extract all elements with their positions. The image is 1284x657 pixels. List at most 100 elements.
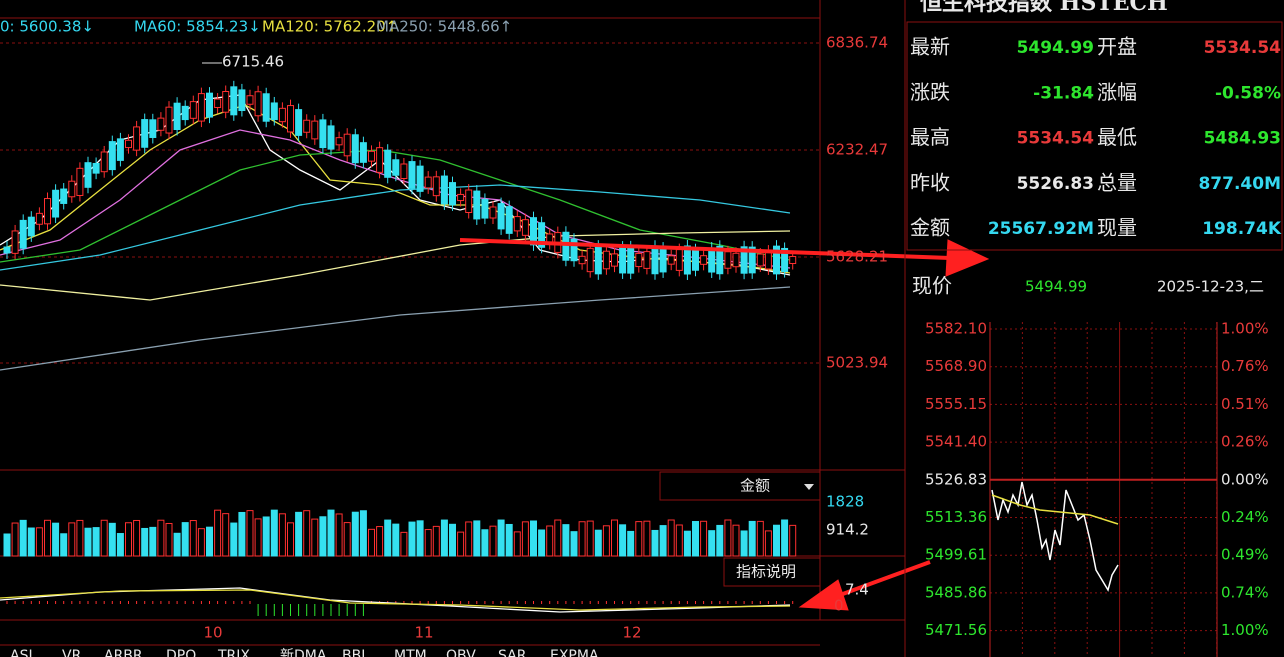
volume-bar: [319, 516, 327, 557]
price-axis-label: 5628.21: [826, 248, 888, 266]
volume-bar: [619, 524, 627, 557]
volume-bar: [44, 519, 51, 557]
field-value: -31.84: [1033, 83, 1094, 103]
dropdown-icon[interactable]: [804, 484, 814, 490]
volume-bar: [125, 522, 132, 557]
candle-body: [278, 107, 286, 123]
indicator-tab[interactable]: EXPMA: [550, 648, 599, 657]
volume-bar: [214, 509, 222, 557]
indicator-tab[interactable]: OBV: [446, 648, 476, 657]
volume-bar: [52, 522, 60, 557]
volume-bars: [3, 509, 797, 616]
intraday-price-label: 5485.86: [925, 583, 987, 601]
volume-bar: [700, 520, 708, 557]
volume-bar: [473, 520, 481, 557]
candle-body: [651, 245, 659, 275]
candle-body: [189, 101, 197, 119]
candle-body: [773, 245, 780, 275]
intraday-price-label: 5582.10: [925, 320, 987, 338]
indicator-tab[interactable]: MTM: [394, 648, 427, 657]
candle-body: [619, 246, 627, 274]
volume-bar: [35, 527, 43, 557]
volume-bar: [530, 520, 537, 557]
candle-body: [740, 246, 748, 274]
panel-title: 恒生科技指数 HSTECH: [920, 0, 1168, 16]
volume-bar: [513, 531, 521, 557]
candle-body: [11, 230, 19, 254]
volume-bar: [440, 519, 448, 557]
volume-bar: [449, 523, 456, 557]
date: 2025-12-23,二: [1157, 278, 1264, 296]
x-label: 12: [622, 624, 641, 642]
candle-body: [27, 216, 35, 237]
indicator-tab[interactable]: ASI: [10, 648, 33, 657]
candle-body: [165, 106, 173, 134]
indicator-tab[interactable]: ARBR: [104, 648, 143, 657]
candle-body: [789, 255, 797, 265]
field-value: 5534.54: [1017, 129, 1095, 149]
volume-bar: [60, 533, 68, 557]
field-value: 5484.93: [1204, 129, 1281, 149]
volume-bar: [724, 519, 732, 557]
volume-bar: [189, 520, 197, 557]
indicator-tab[interactable]: BBI: [342, 648, 365, 657]
volume-bar: [708, 530, 716, 557]
candle-body: [635, 252, 643, 268]
volume-bar: [181, 522, 189, 557]
volume-bar: [789, 524, 797, 557]
candle-body: [100, 151, 108, 173]
candle-body: [311, 120, 319, 140]
indicator-tab[interactable]: SAR: [498, 648, 527, 657]
field-label: 开盘: [1097, 35, 1137, 59]
volume-bar: [165, 522, 173, 557]
candle-body: [197, 93, 205, 122]
candle-body: [497, 203, 505, 230]
price-axis-label: 6232.47: [826, 141, 888, 159]
candle-body: [700, 255, 708, 265]
volume-bar: [230, 522, 238, 557]
volume-bar: [76, 519, 84, 557]
candle-body: [667, 255, 675, 265]
volume-bar: [546, 525, 554, 557]
candle-body: [262, 93, 270, 122]
indicator-tab[interactable]: 新DMA: [280, 648, 327, 657]
indicator-button[interactable]: 指标说明: [736, 563, 796, 581]
peak-label: 6715.46: [222, 53, 284, 71]
intraday-price-label: 5499.61: [925, 546, 987, 564]
volume-bar: [157, 519, 165, 557]
volume-bar: [659, 525, 667, 557]
volume-bar: [222, 513, 230, 557]
candle-body: [303, 119, 311, 133]
field-label: 涨幅: [1097, 80, 1137, 104]
volume-bar: [206, 526, 213, 557]
volume-bar: [756, 520, 764, 557]
indicator-tab[interactable]: DPO: [166, 648, 196, 657]
candle-body: [141, 119, 149, 148]
candle-body: [408, 161, 416, 189]
volume-bar: [287, 522, 294, 557]
volume-bar: [748, 520, 756, 557]
volume-bar: [141, 527, 149, 557]
field-value: -0.58%: [1215, 83, 1281, 103]
candle-body: [449, 182, 456, 206]
field-label: 最低: [1097, 125, 1137, 149]
candle-body: [781, 247, 789, 273]
volume-bar: [432, 525, 440, 557]
candle-body: [724, 251, 732, 269]
candle-body: [52, 189, 60, 218]
indicator-tab[interactable]: VR: [62, 648, 82, 657]
volume-bar: [384, 519, 392, 557]
candle-body: [295, 109, 303, 136]
intraday-price-label: 5526.83: [925, 470, 987, 488]
volume-bar: [335, 513, 343, 557]
candle-body: [157, 117, 165, 131]
indicator-tab[interactable]: TRIX: [217, 648, 250, 657]
candle-body: [108, 141, 116, 171]
volume-bar: [611, 519, 618, 557]
candle-body: [133, 126, 141, 151]
volume-bar: [3, 533, 11, 557]
candle-body: [440, 175, 448, 205]
volume-selector[interactable]: 金额: [740, 477, 770, 495]
field-label: 最高: [910, 125, 950, 149]
